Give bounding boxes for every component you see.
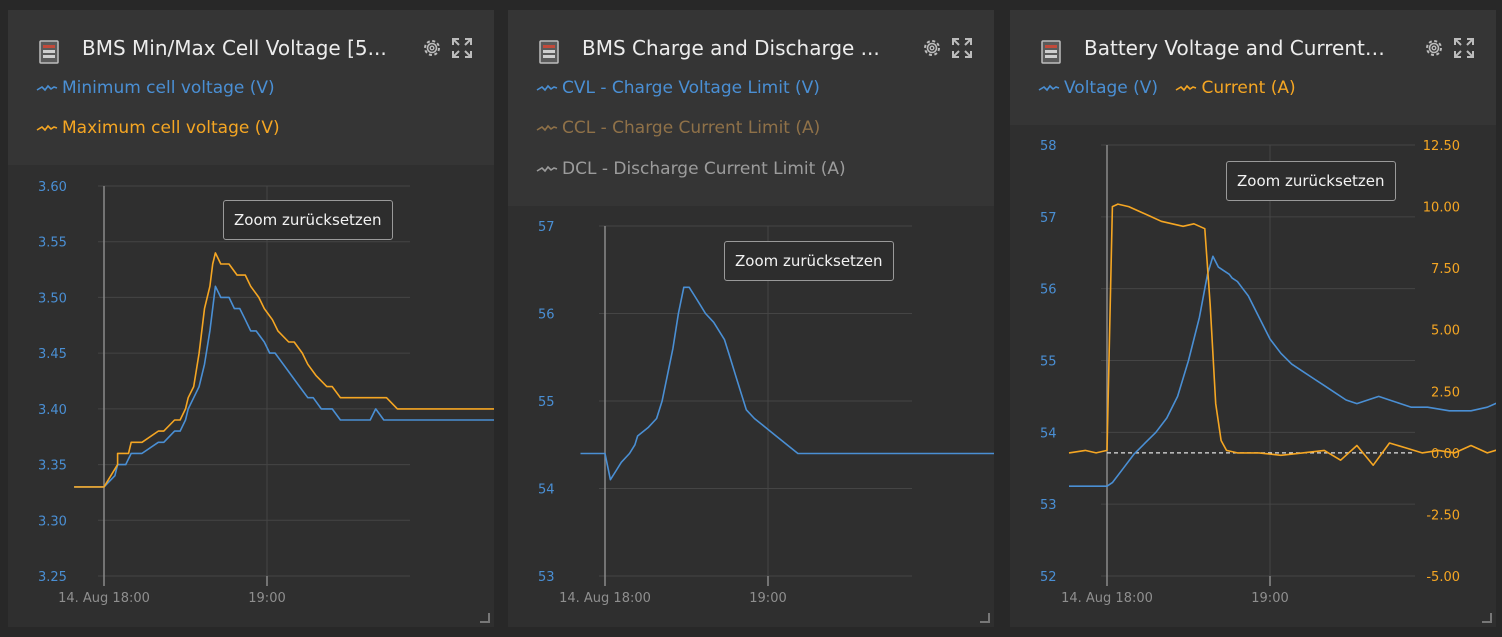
y-tick-label: 56: [1040, 283, 1057, 298]
y-tick-label: 56: [538, 308, 555, 323]
expand-icon[interactable]: [450, 36, 474, 60]
zoom-reset-button[interactable]: Zoom zurücksetzen: [1226, 161, 1396, 201]
y2-tick-label: 2.50: [1431, 385, 1460, 400]
battery-icon: [39, 40, 59, 64]
series-line: [580, 286, 994, 481]
battery-icon: [1041, 40, 1061, 64]
y-tick-label: 55: [1040, 355, 1057, 370]
series-line: [74, 285, 494, 488]
y2-tick-label: 12.50: [1423, 139, 1460, 154]
y-tick-label: 3.45: [38, 347, 67, 362]
legend-label: DCL - Discharge Current Limit (A): [562, 159, 846, 179]
y-tick-label: 57: [1040, 211, 1057, 226]
resize-handle[interactable]: [980, 613, 990, 623]
y-tick-label: 55: [538, 395, 555, 410]
series-line: [74, 252, 494, 488]
y2-tick-label: 7.50: [1431, 262, 1460, 277]
legend-item-ccl[interactable]: CCL - Charge Current Limit (A): [536, 118, 820, 138]
panel-header: Battery Voltage and Current ... Voltage …: [1010, 10, 1496, 125]
cell-voltage-chart[interactable]: 3.25 3.30 3.35 3.40 3.45 3.50 3.55 3.60 14. Aug …: [8, 10, 494, 627]
legend-label: Maximum cell voltage (V): [62, 118, 280, 138]
zoom-reset-button[interactable]: Zoom zurücksetzen: [223, 200, 393, 240]
legend-item-current[interactable]: Current (A): [1175, 78, 1296, 98]
gear-icon[interactable]: [920, 36, 944, 60]
legend-item-max-cell[interactable]: Maximum cell voltage (V): [36, 118, 280, 138]
y-tick-label: 57: [538, 220, 555, 235]
expand-icon[interactable]: [950, 36, 974, 60]
legend: Voltage (V) Current (A): [1038, 78, 1308, 98]
legend-label: CCL - Charge Current Limit (A): [562, 118, 821, 138]
panel-cell-voltage: BMS Min/Max Cell Voltage [5... Minimum c…: [8, 10, 494, 627]
y-tick-label: 58: [1040, 139, 1057, 154]
y-tick-label: 3.40: [38, 403, 67, 418]
y2-tick-label: -5.00: [1426, 570, 1460, 585]
legend-label: Voltage (V): [1064, 78, 1159, 98]
panel-header: BMS Min/Max Cell Voltage [5... Minimum c…: [8, 10, 494, 165]
resize-handle[interactable]: [480, 613, 490, 623]
y-tick-label: 3.60: [38, 180, 67, 195]
legend-item-min-cell[interactable]: Minimum cell voltage (V): [36, 78, 275, 98]
x-tick-label: 14. Aug 18:00: [559, 591, 651, 606]
zoom-reset-button[interactable]: Zoom zurücksetzen: [724, 241, 894, 281]
y2-tick-label: 10.00: [1423, 201, 1460, 216]
y-tick-label: 3.25: [38, 570, 67, 585]
series-line: [1069, 255, 1496, 488]
y-tick-label: 3.50: [38, 291, 67, 306]
resize-handle[interactable]: [1482, 613, 1492, 623]
legend-swatch: [36, 84, 58, 92]
y2-tick-label: -2.50: [1426, 508, 1460, 523]
y-tick-label: 52: [1040, 570, 1057, 585]
x-tick-label: 19:00: [1251, 591, 1288, 606]
y2-tick-label: 5.00: [1431, 324, 1460, 339]
legend-swatch: [536, 124, 558, 132]
y-tick-label: 3.35: [38, 459, 67, 474]
legend-item-cvl[interactable]: CVL - Charge Voltage Limit (V): [536, 78, 820, 98]
charge-limits-chart[interactable]: 53 54 55 56 57 14. Aug 18:00 19:00: [508, 10, 994, 627]
x-tick-label: 14. Aug 18:00: [58, 591, 150, 606]
panel-battery-voltage-current: Battery Voltage and Current ... Voltage …: [1010, 10, 1496, 627]
y-tick-label: 53: [538, 570, 555, 585]
gear-icon[interactable]: [420, 36, 444, 60]
battery-icon: [539, 40, 559, 64]
legend-swatch: [536, 165, 558, 173]
legend-item-voltage[interactable]: Voltage (V): [1038, 78, 1158, 98]
panel-header: BMS Charge and Discharge ... CVL - Charg…: [508, 10, 994, 206]
x-tick-label: 19:00: [749, 591, 786, 606]
series-line: [1068, 203, 1496, 467]
legend-label: CVL - Charge Voltage Limit (V): [562, 78, 820, 98]
x-tick-label: 19:00: [248, 591, 285, 606]
legend-swatch: [536, 84, 558, 92]
battery-voltage-current-chart[interactable]: 52 53 54 55 56 57 58 14. Aug 18:00 19:00 -5.00 -2.…: [1010, 10, 1496, 627]
legend-swatch: [1176, 84, 1197, 92]
y-tick-label: 53: [1040, 498, 1057, 513]
gear-icon[interactable]: [1422, 36, 1446, 60]
y2-tick-label: 0.00: [1431, 447, 1460, 462]
legend-swatch: [36, 124, 58, 132]
y-tick-label: 54: [538, 483, 555, 498]
legend-item-dcl[interactable]: DCL - Discharge Current Limit (A): [536, 159, 846, 179]
legend-label: Current (A): [1201, 78, 1296, 98]
y-tick-label: 3.30: [38, 514, 67, 529]
panel-charge-limits: BMS Charge and Discharge ... CVL - Charg…: [508, 10, 994, 627]
expand-icon[interactable]: [1452, 36, 1476, 60]
y-tick-label: 54: [1040, 426, 1057, 441]
x-tick-label: 14. Aug 18:00: [1061, 591, 1153, 606]
legend-swatch: [1038, 84, 1060, 92]
legend-label: Minimum cell voltage (V): [62, 78, 275, 98]
y-tick-label: 3.55: [38, 236, 67, 251]
